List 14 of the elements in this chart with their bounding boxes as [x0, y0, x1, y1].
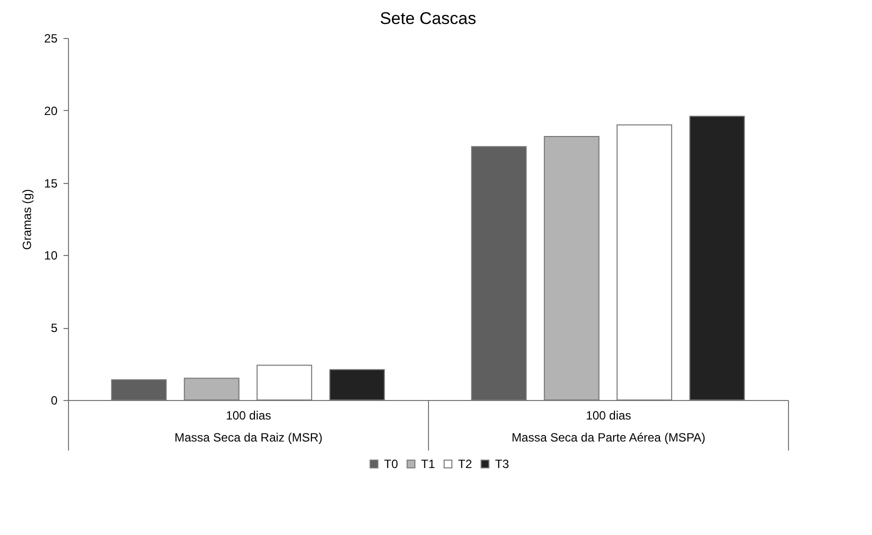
y-tick-label: 0	[50, 394, 58, 408]
y-tick-label: 25	[44, 32, 58, 46]
x-tick-label: 100 dias Massa Seca da Raiz (MSR)	[174, 408, 323, 444]
y-tick-label: 20	[44, 104, 58, 118]
x-tick-label: 100 dias Massa Seca da Parte Aérea (MSPA)	[512, 408, 706, 444]
y-axis-title: Gramas (g)	[20, 189, 34, 250]
y-tick-label: 10	[44, 248, 58, 263]
y-tick-label: 5	[50, 321, 58, 336]
legend-label: T3	[495, 457, 510, 471]
y-tick-label: 15	[44, 176, 58, 190]
legend-label: T1	[421, 457, 436, 471]
legend-label: T0	[384, 457, 398, 471]
chart-title: Sete Cascas	[380, 9, 476, 28]
legend-label: T2	[458, 457, 472, 471]
